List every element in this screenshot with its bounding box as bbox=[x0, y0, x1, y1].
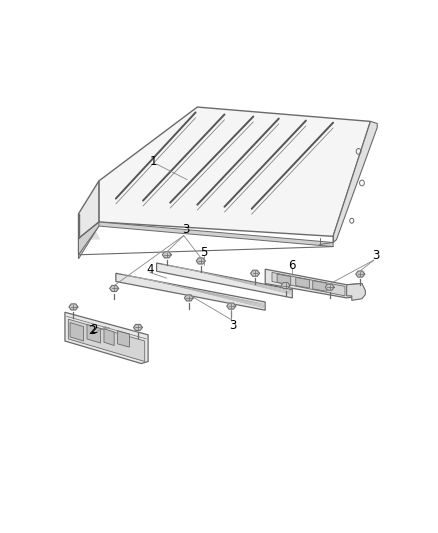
Polygon shape bbox=[325, 284, 334, 290]
Polygon shape bbox=[99, 107, 371, 236]
Polygon shape bbox=[184, 295, 193, 301]
Polygon shape bbox=[69, 304, 78, 310]
Polygon shape bbox=[272, 272, 345, 296]
Text: 1: 1 bbox=[149, 155, 157, 168]
Polygon shape bbox=[70, 322, 84, 341]
Polygon shape bbox=[277, 274, 291, 285]
Polygon shape bbox=[78, 222, 99, 255]
Polygon shape bbox=[65, 312, 148, 364]
Polygon shape bbox=[281, 282, 290, 288]
Polygon shape bbox=[116, 273, 265, 310]
Polygon shape bbox=[251, 270, 259, 276]
Polygon shape bbox=[156, 263, 293, 298]
Text: 3: 3 bbox=[229, 319, 237, 332]
Polygon shape bbox=[296, 277, 309, 288]
Polygon shape bbox=[333, 122, 377, 243]
Polygon shape bbox=[117, 330, 130, 347]
Text: 5: 5 bbox=[201, 246, 208, 259]
Polygon shape bbox=[227, 303, 236, 309]
Text: 3: 3 bbox=[182, 223, 189, 236]
Polygon shape bbox=[78, 222, 333, 259]
Polygon shape bbox=[162, 252, 171, 258]
Polygon shape bbox=[265, 269, 362, 298]
Polygon shape bbox=[68, 319, 145, 361]
Polygon shape bbox=[87, 325, 101, 343]
Polygon shape bbox=[346, 284, 365, 301]
Text: 3: 3 bbox=[372, 249, 379, 262]
Polygon shape bbox=[356, 271, 365, 277]
Polygon shape bbox=[196, 258, 205, 264]
Text: 2: 2 bbox=[90, 324, 98, 336]
Polygon shape bbox=[313, 281, 326, 292]
Polygon shape bbox=[104, 329, 114, 345]
Polygon shape bbox=[78, 181, 99, 255]
Polygon shape bbox=[110, 286, 119, 292]
Text: 6: 6 bbox=[289, 259, 296, 271]
Text: 2: 2 bbox=[88, 324, 96, 337]
Polygon shape bbox=[134, 325, 142, 330]
Text: 4: 4 bbox=[146, 263, 154, 276]
